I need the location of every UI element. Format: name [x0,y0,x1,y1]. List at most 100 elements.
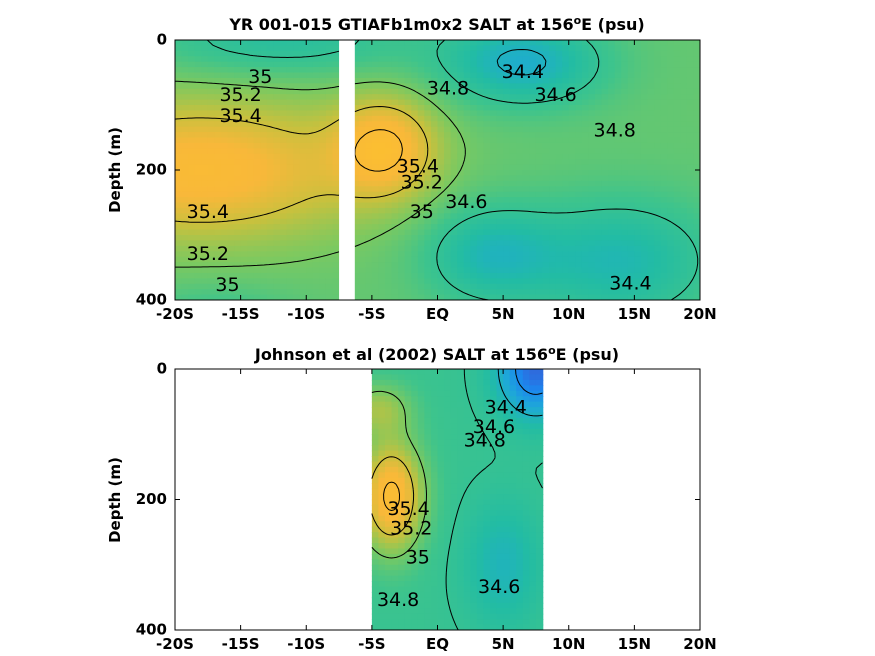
heatmap-cell [680,294,688,300]
heatmap-cell [640,294,649,300]
heatmap-cell [234,251,242,258]
heatmap-cell [214,164,222,171]
heatmap-cell [188,283,196,290]
heatmap-cell [411,499,419,506]
heatmap-cell [417,445,426,452]
heatmap-cell [444,613,452,620]
heatmap-cell [654,272,662,280]
heatmap-cell [483,591,491,599]
heatmap-cell [568,132,577,139]
heatmap-cell [214,126,222,133]
heatmap-cell [398,466,406,474]
heatmap-cell [175,229,183,236]
heatmap-cell [496,159,504,166]
heatmap-cell [470,267,478,274]
heatmap-cell [575,207,583,215]
heatmap-cell [227,175,235,182]
heatmap-cell [417,553,426,561]
heatmap-cell [680,289,688,296]
heatmap-cell [430,369,439,376]
heatmap-cell [391,88,399,95]
heatmap-cell [398,445,406,452]
heatmap-cell [352,121,360,128]
heatmap-cell [483,197,491,204]
heatmap-cell [306,126,314,133]
heatmap-cell [621,132,629,139]
heatmap-cell [654,72,662,79]
contour-label: 35.4 [219,105,261,127]
heatmap-cell [352,94,360,101]
heatmap-cell [194,186,203,193]
heatmap-cell [273,132,281,139]
heatmap-cell [457,434,465,441]
heatmap-cell [417,94,426,101]
heatmap-cell [463,180,472,188]
heatmap-cell [483,450,491,457]
heatmap-cell [417,142,426,150]
heatmap-cell [325,164,334,171]
heatmap-cell [273,99,281,106]
heatmap-cell [214,191,222,198]
heatmap-cell [647,105,655,112]
heatmap-cell [293,110,301,117]
heatmap-cell [476,543,485,550]
heatmap-cell [306,40,314,47]
heatmap-cell [286,224,294,231]
heatmap-cell [457,548,465,555]
heatmap-cell [201,175,209,182]
heatmap-cell [693,289,700,296]
heatmap-cell [371,553,380,561]
heatmap-cell [686,218,695,225]
heatmap-cell [588,83,596,90]
heatmap-cell [332,272,340,280]
heatmap-cell [293,224,301,231]
heatmap-cell [266,229,275,236]
heatmap-cell [430,132,439,139]
heatmap-cell [516,126,524,133]
heatmap-cell [673,105,682,112]
heatmap-cell [614,235,623,242]
heatmap-cell [503,526,511,533]
heatmap-cell [227,83,235,90]
heatmap-cell [470,532,478,539]
heatmap-cell [214,283,222,290]
heatmap-cell [509,278,518,285]
heatmap-cell [614,202,623,209]
heatmap-cell [385,597,393,604]
heatmap-cell [483,224,491,231]
heatmap-cell [601,240,609,247]
heatmap-cell [253,186,262,193]
heatmap-cell [312,67,321,74]
heatmap-cell [371,494,380,501]
heatmap-cell [437,67,445,74]
heatmap-cell [194,50,203,58]
heatmap-cell [568,224,577,231]
heatmap-cell [247,170,255,177]
heatmap-cell [220,289,229,296]
heatmap-cell [483,428,491,436]
heatmap-cell [234,153,242,160]
heatmap-cell [398,164,406,171]
heatmap-cell [430,272,439,280]
heatmap-cell [312,170,321,177]
chart-title: YR 001-015 GTIAFb1m0x2 SALT at 156oE (ps… [228,14,644,34]
heatmap-cell [404,591,413,599]
heatmap-cell [220,56,229,63]
heatmap-cell [247,224,255,231]
heatmap-cell [614,67,623,74]
heatmap-cell [575,105,583,112]
heatmap-cell [483,262,491,269]
heatmap-cell [686,191,695,198]
heatmap-cell [549,207,557,215]
heatmap-cell [667,191,675,198]
heatmap-cell [398,407,406,414]
heatmap-cell [430,142,439,150]
heatmap-cell [568,72,577,79]
heatmap-cell [286,121,294,128]
heatmap-cell [411,581,419,588]
heatmap-cell [588,191,596,198]
heatmap-cell [273,148,281,155]
heatmap-cell [516,115,524,123]
heatmap-cell [496,245,504,253]
heatmap-cell [516,412,524,419]
